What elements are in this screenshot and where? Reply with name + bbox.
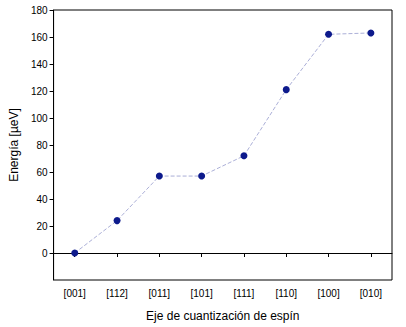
svg-text:[001]: [001] [64,288,86,299]
svg-text:180: 180 [31,5,48,16]
svg-text:[100]: [100] [317,288,339,299]
svg-text:100: 100 [31,113,48,124]
svg-text:[111]: [111] [234,288,255,299]
svg-text:[112]: [112] [106,288,128,299]
svg-text:140: 140 [31,59,48,70]
svg-text:Energía [µeV]: Energía [µeV] [7,108,21,182]
svg-text:20: 20 [36,221,48,232]
svg-text:[110]: [110] [275,288,297,299]
svg-text:[011]: [011] [149,288,171,299]
svg-text:[101]: [101] [191,288,213,299]
svg-text:80: 80 [36,140,48,151]
svg-text:120: 120 [31,86,48,97]
svg-text:60: 60 [36,167,48,178]
svg-text:160: 160 [31,32,48,43]
svg-text:40: 40 [36,194,48,205]
svg-text:0: 0 [42,248,48,259]
svg-text:[010]: [010] [360,288,382,299]
svg-text:Eje de cuantización de espín: Eje de cuantización de espín [146,309,299,323]
